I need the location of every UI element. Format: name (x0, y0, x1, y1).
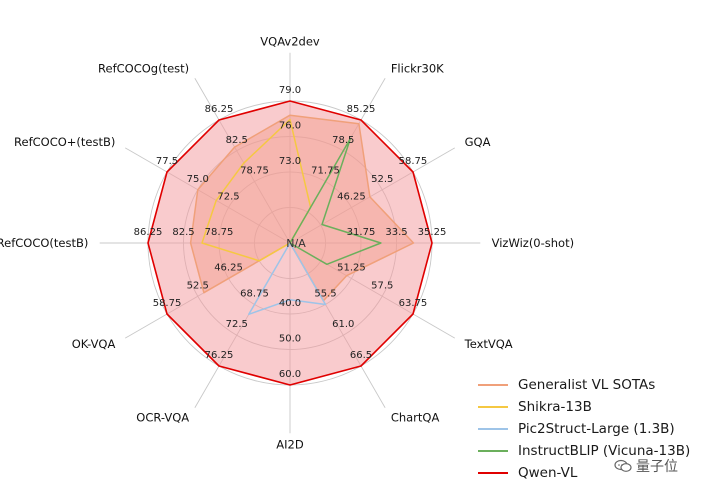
tick-label: 71.75 (311, 166, 340, 177)
tick-label: 78.75 (205, 227, 234, 238)
tick-label: 55.5 (314, 288, 336, 299)
tick-label: 60.0 (279, 369, 301, 380)
tick-label: 35.25 (418, 227, 447, 238)
legend-label: Pic2Struct-Large (1.3B) (518, 421, 675, 437)
legend-label: Shikra-13B (518, 399, 592, 415)
tick-label: 78.75 (240, 166, 269, 177)
tick-label: 58.75 (399, 156, 428, 167)
axis-label: RefCOCO+(testB) (14, 135, 115, 149)
tick-label: 61.0 (332, 319, 354, 330)
axis-label: VizWiz(0-shot) (492, 236, 574, 250)
tick-label: 58.75 (153, 298, 182, 309)
tick-label: 78.5 (332, 135, 354, 146)
watermark-text: 量子位 (636, 459, 678, 475)
legend-item-generalist[interactable]: Generalist VL SOTAs (478, 374, 714, 396)
axis-label: AI2D (276, 438, 304, 452)
tick-label: 86.25 (134, 227, 163, 238)
axis-label: VQAv2dev (260, 34, 320, 48)
tick-label: 46.25 (214, 263, 243, 274)
axis-label: OCR-VQA (136, 411, 189, 425)
axis-label: ChartQA (391, 411, 440, 425)
tick-label: 82.5 (172, 227, 194, 238)
tick-label: 77.5 (156, 156, 178, 167)
legend-item-qwen-vl[interactable]: Qwen-VL (478, 462, 714, 484)
legend-label: InstructBLIP (Vicuna-13B) (518, 443, 691, 459)
legend-swatch (478, 406, 508, 408)
legend-swatch (478, 428, 508, 430)
tick-label: 75.0 (187, 174, 209, 185)
legend-item-pic2struct[interactable]: Pic2Struct-Large (1.3B) (478, 418, 714, 440)
legend-swatch (478, 384, 508, 386)
axis-label: OK-VQA (72, 337, 116, 351)
tick-label: 51.25 (337, 263, 366, 274)
tick-label: 73.0 (279, 156, 301, 167)
tick-label: 79.0 (279, 85, 301, 96)
tick-label: 57.5 (371, 280, 393, 291)
tick-label: 52.5 (187, 280, 209, 291)
tick-label: 72.5 (226, 319, 248, 330)
axis-label: GQA (465, 135, 491, 149)
axis-labels: VQAv2dev Flickr30K GQA VizWiz(0-shot) TextVQ… (0, 34, 574, 451)
legend-label: Generalist VL SOTAs (518, 377, 656, 393)
tick-label: 52.5 (371, 174, 393, 185)
center-label: N/A (286, 237, 306, 250)
series-lines (147, 100, 433, 386)
axis-label: RefCOCOg(test) (98, 61, 189, 75)
tick-label: 76.25 (205, 350, 234, 361)
tick-labels: 73.0 76.0 79.0 71.75 78.5 85.25 46.25 52.5 58.75… (134, 85, 447, 380)
tick-label: 82.5 (226, 135, 248, 146)
chart-legend: Generalist VL SOTAs Shikra-13B Pic2Struc… (478, 374, 714, 484)
legend-item-shikra[interactable]: Shikra-13B (478, 396, 714, 418)
tick-label: 31.75 (347, 227, 376, 238)
axis-label: Flickr30K (391, 61, 444, 75)
axis-label: RefCOCO(testB) (0, 236, 88, 250)
tick-label: 68.75 (240, 288, 269, 299)
tick-label: 76.0 (279, 121, 301, 132)
series-line-qwen-vl (147, 100, 433, 386)
legend-item-instructblip[interactable]: InstructBLIP (Vicuna-13B) (478, 440, 714, 462)
legend-swatch (478, 450, 508, 452)
watermark: 量子位 (614, 456, 678, 476)
legend-swatch (478, 472, 508, 474)
tick-label: 63.75 (399, 298, 428, 309)
tick-label: 40.0 (279, 298, 301, 309)
chat-bubbles-icon (614, 459, 632, 472)
series-line-pic2struct-large-1-3b (248, 242, 327, 316)
tick-label: 66.5 (350, 350, 372, 361)
tick-label: 50.0 (279, 334, 301, 345)
legend-label: Qwen-VL (518, 465, 578, 481)
series-line-instructblip-vicuna-13b (289, 137, 382, 266)
tick-label: 86.25 (205, 104, 234, 115)
tick-label: 85.25 (347, 104, 376, 115)
axis-label: TextVQA (464, 337, 513, 351)
tick-label: 33.5 (385, 227, 407, 238)
tick-label: 46.25 (337, 192, 366, 203)
tick-label: 72.5 (217, 192, 239, 203)
